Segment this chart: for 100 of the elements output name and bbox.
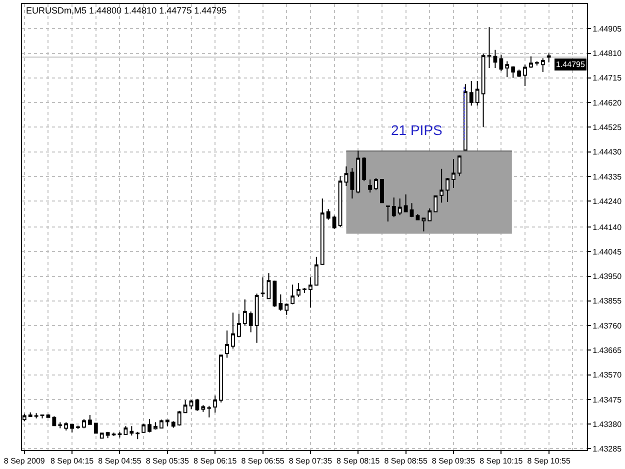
candlestick (28, 412, 32, 418)
candlestick (278, 294, 283, 312)
candlestick (52, 416, 56, 427)
candlestick (368, 179, 372, 194)
candlestick (392, 196, 396, 218)
candlestick (517, 69, 522, 78)
y-tick-label: 1.44335 (592, 172, 622, 182)
candlestick (272, 280, 277, 308)
candlestick (546, 52, 551, 63)
x-tick-label: 8 Sep 2009 (4, 456, 46, 466)
candlestick (422, 217, 426, 232)
chart-title: EURUSDm,M5 1.44800 1.44810 1.44775 1.44795 (26, 5, 227, 16)
y-tick-label: 1.44620 (592, 98, 622, 108)
candlestick (171, 420, 176, 428)
candlestick (260, 276, 265, 298)
candlestick (94, 422, 98, 434)
candlestick (475, 80, 480, 106)
y-tick-label: 1.43665 (592, 346, 622, 355)
candlestick (320, 198, 324, 266)
y-tick-label: 1.43855 (592, 296, 622, 306)
candlestick (148, 418, 152, 433)
candlestick (177, 410, 182, 426)
candlestick (463, 84, 468, 151)
candlestick (70, 423, 74, 433)
candlestick (440, 168, 444, 204)
candlestick (540, 58, 545, 72)
candlestick (458, 154, 462, 177)
candlestick (302, 287, 306, 294)
x-tick-label: 8 Sep 07:35 (288, 456, 333, 466)
candlestick (499, 54, 504, 72)
candlestick (481, 53, 486, 128)
candlestick (136, 431, 140, 440)
x-tick-label: 8 Sep 06:55 (241, 456, 285, 466)
candlestick (428, 208, 432, 222)
candlestick (242, 298, 247, 326)
candlestick (296, 282, 300, 298)
candlestick (34, 412, 38, 419)
x-tick-label: 8 Sep 09:35 (432, 456, 476, 466)
candlestick (236, 313, 241, 338)
candlestick (338, 176, 342, 228)
candlestick (248, 311, 253, 333)
series-label: 21 PIPS (391, 122, 442, 138)
candlestick (332, 215, 336, 230)
y-tick-label: 1.43475 (592, 395, 622, 404)
candlestick (100, 432, 104, 440)
x-tick-label: 8 Sep 08:15 (336, 456, 380, 466)
candlestick (106, 431, 110, 439)
candlestick (404, 194, 408, 213)
candlestick (219, 354, 224, 404)
candlestick (154, 422, 158, 430)
candlestick (386, 205, 390, 222)
candlestick (308, 276, 312, 308)
candlestick (511, 66, 516, 78)
candlestick (505, 60, 510, 78)
candlestick (231, 312, 235, 350)
candlestick (195, 398, 200, 412)
candlestick (487, 26, 492, 69)
candlestick (213, 395, 218, 414)
candlestick (446, 177, 450, 202)
candlestick (284, 302, 289, 316)
candlestick (374, 177, 378, 191)
y-tick-label: 1.44140 (592, 222, 622, 232)
candlestick (398, 198, 402, 216)
y-tick-label: 1.44810 (592, 49, 622, 58)
candlestick (254, 293, 259, 344)
candlestick (124, 426, 128, 436)
candlestick (314, 256, 318, 286)
y-tick-label: 1.43380 (592, 420, 622, 429)
candlestick (189, 399, 194, 410)
x-tick-label: 8 Sep 04:15 (50, 456, 94, 466)
candlestick (58, 422, 62, 429)
candlestick (88, 414, 92, 426)
x-tick-label: 8 Sep 05:35 (146, 456, 190, 466)
candlestick (165, 419, 170, 427)
candlestick (82, 418, 86, 429)
y-tick-label: 1.44045 (592, 247, 622, 256)
candlestick (142, 423, 146, 434)
x-tick-label: 8 Sep 10:55 (527, 456, 571, 466)
y-tick-label: 1.43760 (592, 321, 622, 330)
candlestick (434, 194, 438, 213)
candlestick (118, 431, 122, 438)
candlestick (362, 156, 366, 182)
candlestick (452, 158, 456, 188)
y-tick-label: 1.44715 (592, 74, 622, 83)
candlestick (326, 208, 330, 220)
y-tick-label: 1.43950 (592, 272, 622, 282)
candlestick (207, 405, 212, 418)
y-tick-label: 1.44905 (592, 24, 622, 34)
candlestick (493, 49, 498, 69)
y-tick-label: 1.44525 (592, 122, 622, 132)
candlestick (130, 426, 134, 436)
candlestick (225, 330, 229, 358)
candlestick (64, 422, 68, 432)
x-tick-label: 8 Sep 10:15 (480, 456, 524, 466)
x-tick-label: 8 Sep 08:55 (384, 456, 428, 466)
candlestick (76, 425, 80, 430)
candlestick (290, 284, 295, 305)
candlestick (201, 404, 206, 412)
candlestick (523, 64, 527, 86)
candlestick (356, 150, 360, 194)
